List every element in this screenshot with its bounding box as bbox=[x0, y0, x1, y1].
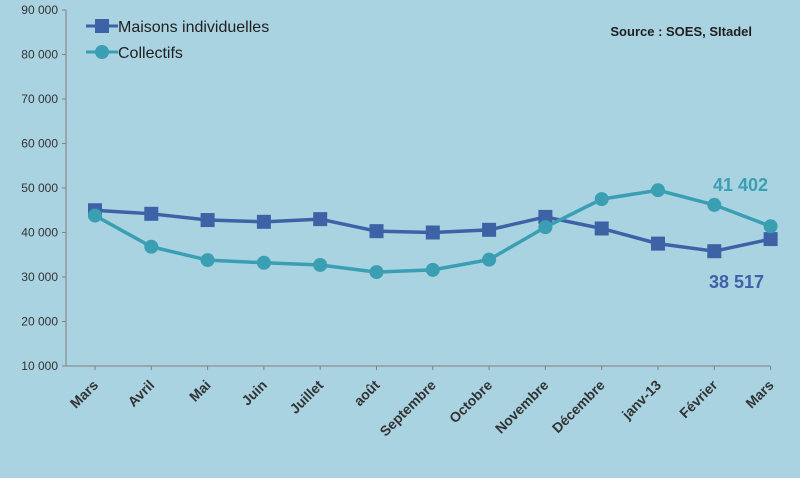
data-point bbox=[369, 224, 384, 239]
data-point bbox=[313, 257, 328, 272]
y-tick-label: 80 000 bbox=[21, 48, 58, 62]
x-tick-label: Mars bbox=[67, 377, 102, 412]
series-collectifs bbox=[88, 183, 778, 280]
data-point bbox=[594, 192, 609, 207]
y-tick-label: 70 000 bbox=[21, 92, 58, 106]
data-point bbox=[144, 239, 159, 254]
data-point bbox=[538, 220, 553, 235]
data-point bbox=[707, 244, 722, 259]
x-tick-label: Décembre bbox=[549, 377, 608, 436]
x-tick-label: Juillet bbox=[286, 377, 326, 417]
annotation-maisons-last-value: 38 517 bbox=[709, 272, 764, 292]
data-point bbox=[200, 213, 215, 228]
legend-marker-circle-icon bbox=[95, 45, 109, 59]
data-point bbox=[651, 236, 665, 251]
y-tick-label: 60 000 bbox=[21, 137, 58, 151]
data-point bbox=[538, 209, 553, 224]
x-tick-label: janv-13 bbox=[618, 377, 664, 423]
y-tick-label: 90 000 bbox=[21, 3, 58, 17]
y-tick-label: 30 000 bbox=[21, 270, 58, 284]
legend-label-maisons: Maisons individuelles bbox=[118, 19, 269, 36]
data-point bbox=[482, 222, 497, 237]
legend-label-collectifs: Collectifs bbox=[118, 45, 183, 62]
data-point bbox=[425, 262, 440, 277]
data-point bbox=[144, 206, 159, 221]
annotation-collectifs-last-value: 41 402 bbox=[713, 175, 768, 195]
y-tick-label: 10 000 bbox=[21, 359, 58, 373]
data-point bbox=[763, 219, 778, 234]
data-point bbox=[707, 197, 722, 212]
series-maisons bbox=[88, 203, 778, 259]
data-point bbox=[256, 214, 271, 229]
x-tick-label: Mai bbox=[186, 377, 214, 405]
data-point bbox=[200, 253, 215, 268]
y-tick-label: 40 000 bbox=[21, 226, 58, 240]
legend-marker-square-icon bbox=[95, 19, 109, 33]
data-point bbox=[313, 212, 328, 227]
x-tick-label: Février bbox=[676, 376, 721, 421]
data-point bbox=[88, 208, 102, 223]
y-tick-label: 50 000 bbox=[21, 181, 58, 195]
x-tick-label: Avril bbox=[124, 377, 157, 410]
x-tick-label: Octobre bbox=[446, 377, 495, 426]
y-tick-label: 20 000 bbox=[21, 315, 58, 329]
legend: Maisons individuelles Collectifs bbox=[86, 19, 269, 62]
series-layer bbox=[88, 183, 778, 280]
legend-item-maisons: Maisons individuelles bbox=[86, 19, 269, 36]
data-point bbox=[594, 221, 609, 236]
data-point bbox=[425, 225, 440, 240]
x-tick-label: Mars bbox=[742, 377, 777, 412]
y-ticks: 10 000 20 000 30 000 40 000 50 000 60 000 70 0… bbox=[21, 3, 66, 373]
x-tick-label: Septembre bbox=[376, 377, 439, 440]
data-point bbox=[482, 252, 497, 267]
source-note: Source : SOES, SItadel bbox=[610, 24, 752, 39]
legend-item-collectifs: Collectifs bbox=[86, 45, 183, 62]
x-tick-label: août bbox=[350, 377, 382, 409]
data-point bbox=[369, 265, 384, 280]
data-point bbox=[651, 183, 665, 198]
x-tick-label: Novembre bbox=[492, 377, 552, 437]
data-point bbox=[763, 232, 778, 247]
x-tick-label: Juin bbox=[238, 377, 270, 409]
data-point bbox=[256, 255, 271, 270]
